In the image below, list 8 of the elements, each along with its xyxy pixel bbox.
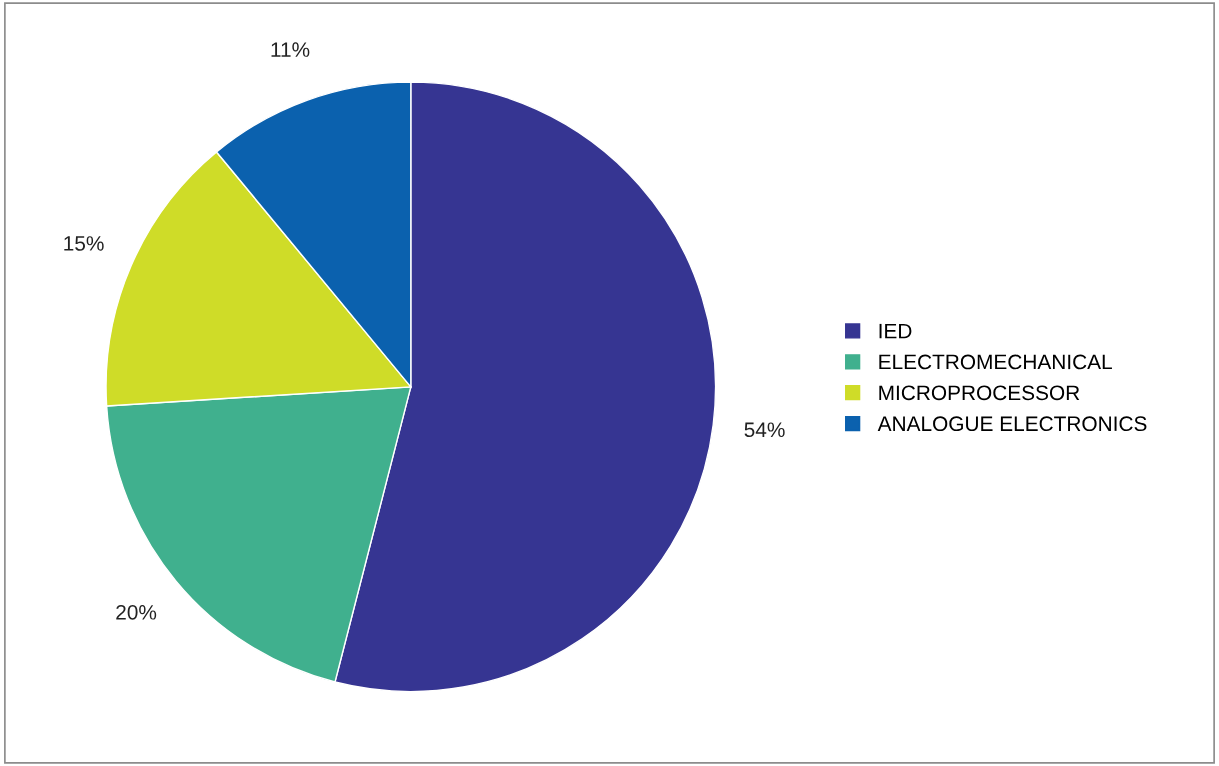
legend-label: ANALOGUE ELECTRONICS [877, 416, 1147, 432]
data-label: 20% [116, 604, 157, 620]
legend-label: IED [879, 323, 912, 339]
legend-label: ELECTROMECHANICAL [879, 354, 1112, 370]
data-label: 54% [744, 422, 785, 438]
data-label: 11% [271, 42, 310, 57]
legend-label: MICROPROCESSOR [879, 385, 1080, 401]
data-label: 15% [64, 236, 104, 251]
